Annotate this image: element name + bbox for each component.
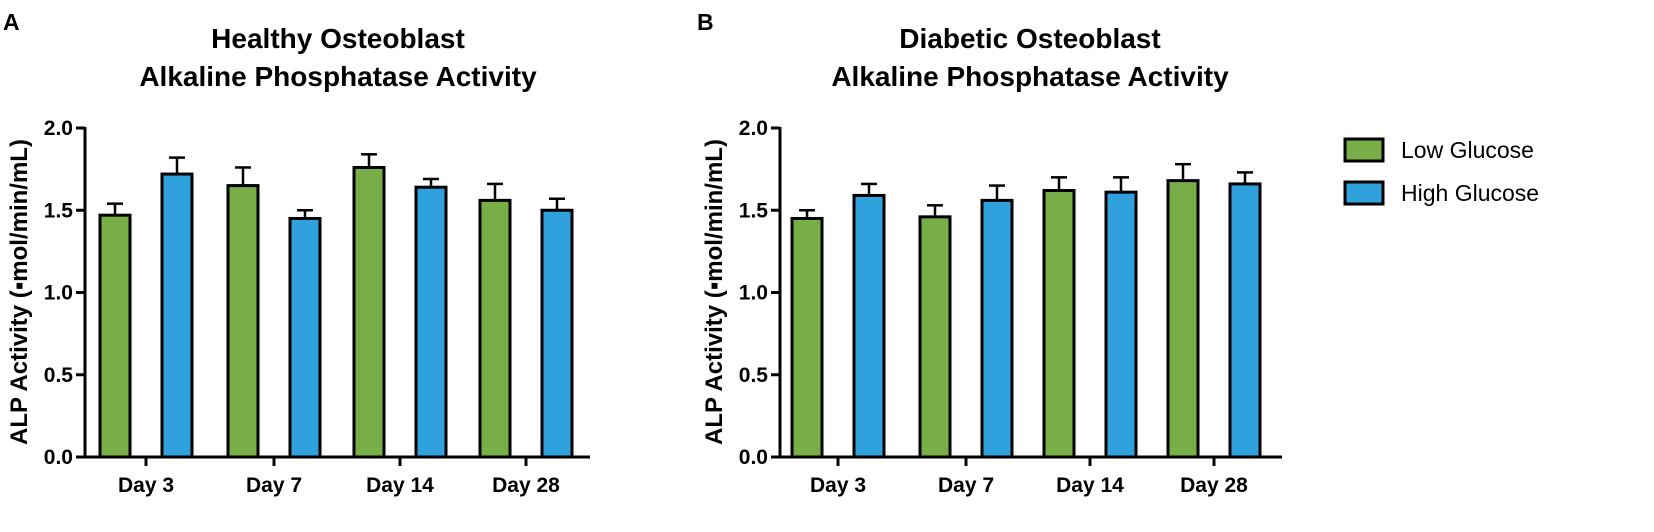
legend-label: High Glucose (1401, 180, 1539, 206)
bar-low-glucose (1042, 189, 1076, 459)
bar-high-glucose (288, 216, 322, 459)
x-tick-label: Day 14 (1056, 474, 1124, 497)
y-tick-label: 1.0 (44, 282, 73, 305)
bar-low-glucose (1166, 179, 1200, 459)
panel-letter: A (3, 9, 20, 35)
legend-swatch-low-glucose (1343, 137, 1385, 163)
x-tick-label: Day 7 (246, 474, 302, 497)
bar-high-glucose (852, 193, 886, 459)
bar-high-glucose (980, 198, 1014, 459)
bar-low-glucose (918, 215, 952, 459)
legend: Low Glucose High Glucose (1343, 137, 1539, 206)
y-tick-label: 2.0 (739, 117, 768, 140)
bar-low-glucose (226, 184, 260, 459)
chart-title-line-2: Alkaline Phosphatase Activity (139, 61, 537, 92)
x-tick-label: Day 14 (366, 474, 434, 497)
y-axis-label: ALP Activity (▪mol/min/mL) (701, 139, 728, 445)
chart-title-line-2: Alkaline Phosphatase Activity (831, 61, 1229, 92)
chart-title-line-1: Diabetic Osteoblast (899, 23, 1160, 54)
bar-high-glucose (1104, 190, 1138, 459)
bar-low-glucose (478, 198, 512, 459)
y-tick-label: 1.5 (739, 199, 769, 222)
x-tick-label: Day 28 (492, 474, 560, 497)
legend-swatch-high-glucose (1343, 180, 1385, 206)
panel-a: A Healthy Osteoblast Alkaline Phosphatase … (3, 9, 590, 497)
y-tick-label: 0.0 (44, 446, 73, 469)
panel-b: B Diabetic Osteoblast Alkaline Phosphatase… (697, 9, 1282, 497)
bar-high-glucose (540, 208, 574, 459)
chart-title-line-1: Healthy Osteoblast (211, 23, 465, 54)
bar-low-glucose (352, 165, 386, 459)
bar-high-glucose (414, 185, 448, 459)
x-tick-label: Day 28 (1180, 474, 1248, 497)
y-tick-label: 1.5 (44, 199, 74, 222)
bar-low-glucose (790, 216, 824, 459)
x-tick-label: Day 3 (118, 474, 174, 497)
y-tick-label: 0.5 (44, 364, 74, 387)
legend-label: Low Glucose (1401, 137, 1534, 163)
y-tick-label: 0.5 (739, 364, 769, 387)
x-tick-label: Day 7 (938, 474, 994, 497)
bar-high-glucose (160, 172, 194, 459)
y-tick-label: 2.0 (44, 117, 73, 140)
y-tick-label: 0.0 (739, 446, 768, 469)
bar-high-glucose (1228, 182, 1262, 459)
y-axis-label: ALP Activity (▪mol/min/mL) (6, 139, 33, 445)
x-tick-label: Day 3 (810, 474, 866, 497)
y-tick-label: 1.0 (739, 282, 768, 305)
bar-low-glucose (98, 213, 132, 459)
panel-letter: B (697, 9, 714, 35)
